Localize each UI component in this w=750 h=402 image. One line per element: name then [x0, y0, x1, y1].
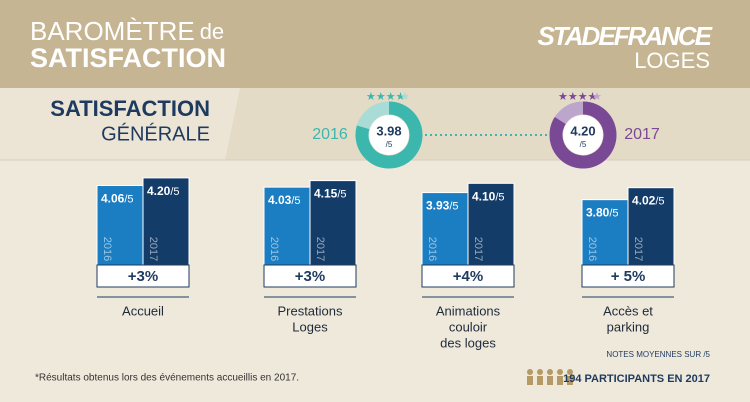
- change-label: +4%: [453, 268, 483, 285]
- chart-title: parking: [607, 319, 650, 334]
- svg-text:★★★★: ★★★★: [366, 91, 406, 103]
- year-label: 2017: [632, 237, 644, 261]
- value-unit: /5: [124, 193, 133, 205]
- value-label: 4.02/5: [632, 194, 665, 208]
- bar: [467, 182, 515, 266]
- header-band: [0, 0, 750, 88]
- value-label: 4.06/5: [101, 192, 134, 206]
- general-subtitle: GÉNÉRALE: [101, 122, 210, 145]
- participants: 194 PARTICIPANTS EN 2017: [563, 373, 710, 385]
- title-line2: SATISFACTION: [30, 43, 226, 73]
- year-label: 2016: [312, 126, 348, 143]
- value-number: 4.02: [632, 194, 656, 208]
- bar: [627, 187, 675, 266]
- value-number: 4.10: [472, 190, 496, 204]
- value-unit: /5: [655, 196, 664, 208]
- value-label: 3.80/5: [586, 206, 619, 220]
- ribbon: [0, 88, 240, 160]
- title-line1: BAROMÈTRE de: [30, 16, 224, 46]
- chart-title: couloir: [449, 319, 488, 334]
- footnote: *Résultats obtenus lors des événements a…: [35, 373, 299, 384]
- value-number: 4.20: [147, 184, 171, 198]
- value-label: 3.93/5: [426, 199, 459, 213]
- change-box: [96, 264, 190, 288]
- stars-2017: ★★★★★: [558, 91, 602, 103]
- value-number: 3.80: [586, 206, 610, 220]
- change-label: +3%: [295, 268, 325, 285]
- change-label: +3%: [128, 268, 158, 285]
- donut-arc: [355, 101, 423, 169]
- chart-title: Prestations: [277, 303, 343, 318]
- svg-text:★: ★: [592, 91, 602, 103]
- value-label: 4.03/5: [268, 193, 301, 207]
- year-label: 2017: [624, 126, 660, 143]
- donut-center: [369, 115, 409, 155]
- value-unit: /5: [170, 186, 179, 198]
- change-box: [421, 264, 515, 288]
- bar: [96, 185, 144, 266]
- change-box: [263, 264, 357, 288]
- chart-title: des loges: [440, 335, 496, 350]
- change-box: [581, 264, 675, 288]
- stars-2016: ★★★★★: [366, 91, 410, 103]
- logo-line1: STADEFRANCE: [537, 21, 712, 51]
- year-label: 2017: [147, 237, 159, 261]
- value-number: 4.06: [101, 192, 125, 206]
- value-number: 3.93: [426, 199, 450, 213]
- value-unit: /5: [291, 195, 300, 207]
- chart-title: Animations: [436, 303, 501, 318]
- people-icons: [527, 369, 573, 385]
- value-label: 4.20/5: [147, 184, 180, 198]
- donut-center: [563, 115, 603, 155]
- year-label: 2016: [101, 237, 113, 261]
- score-label: 4.20: [570, 123, 595, 138]
- bar: [142, 177, 190, 266]
- value-label: 4.15/5: [314, 187, 347, 201]
- year-label: 2016: [268, 237, 280, 261]
- score-label: 3.98: [376, 123, 401, 138]
- value-unit: /5: [495, 191, 504, 203]
- general-title: SATISFACTION: [50, 96, 210, 121]
- bar: [309, 180, 357, 266]
- year-label: 2016: [586, 237, 598, 261]
- value-number: 4.03: [268, 193, 292, 207]
- value-unit: /5: [609, 208, 618, 220]
- value-number: 4.15: [314, 187, 338, 201]
- svg-text:★: ★: [400, 91, 410, 103]
- score-unit: /5: [386, 140, 393, 149]
- year-label: 2017: [472, 237, 484, 261]
- scale-note: NOTES MOYENNES SUR /5: [606, 350, 710, 359]
- score-unit: /5: [580, 140, 587, 149]
- bar: [581, 199, 629, 266]
- value-label: 4.10/5: [472, 190, 505, 204]
- change-label: + 5%: [611, 268, 646, 285]
- chart-title: Loges: [292, 319, 328, 334]
- chart-title: Accès et: [603, 303, 653, 318]
- year-label: 2016: [426, 237, 438, 261]
- year-label: 2017: [314, 237, 326, 261]
- value-unit: /5: [449, 200, 458, 212]
- logo-line2: LOGES: [634, 48, 710, 73]
- value-unit: /5: [337, 189, 346, 201]
- svg-text:★★★★: ★★★★: [558, 91, 598, 103]
- donut-arc: [549, 101, 617, 169]
- chart-title: Accueil: [122, 303, 164, 318]
